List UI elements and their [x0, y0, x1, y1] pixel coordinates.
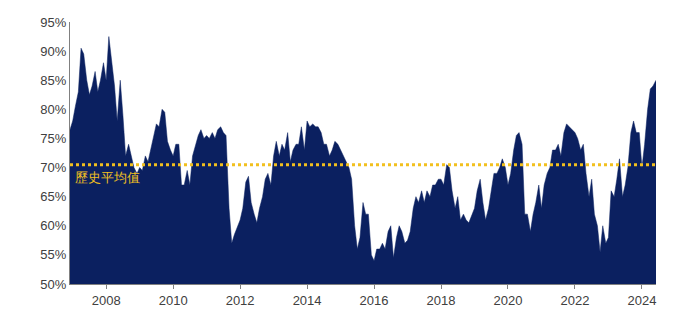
svg-text:80%: 80% [40, 102, 66, 117]
svg-text:55%: 55% [40, 247, 66, 262]
svg-text:50%: 50% [40, 277, 66, 292]
svg-text:75%: 75% [40, 131, 66, 146]
svg-text:85%: 85% [40, 73, 66, 88]
svg-text:95%: 95% [40, 15, 66, 30]
svg-text:2010: 2010 [159, 293, 188, 308]
svg-text:2008: 2008 [92, 293, 121, 308]
svg-text:歷史平均值: 歷史平均值 [75, 170, 140, 185]
svg-text:2014: 2014 [293, 293, 322, 308]
svg-text:65%: 65% [40, 189, 66, 204]
svg-text:2020: 2020 [494, 293, 523, 308]
svg-text:60%: 60% [40, 218, 66, 233]
svg-text:2016: 2016 [360, 293, 389, 308]
svg-text:2022: 2022 [560, 293, 589, 308]
svg-text:2012: 2012 [226, 293, 255, 308]
svg-text:90%: 90% [40, 44, 66, 59]
svg-text:70%: 70% [40, 160, 66, 175]
svg-text:2024: 2024 [627, 293, 656, 308]
svg-text:2018: 2018 [427, 293, 456, 308]
